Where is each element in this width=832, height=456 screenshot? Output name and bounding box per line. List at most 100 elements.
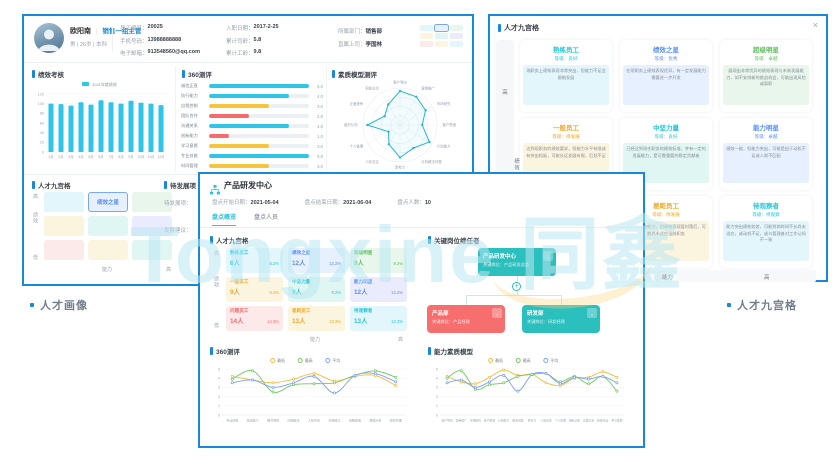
svg-text:最高: 最高 (305, 357, 313, 363)
field-label: 电子邮箱： (120, 51, 148, 57)
mini-grid-cell (420, 41, 433, 47)
svg-text:3: 3 (436, 386, 438, 390)
nine-grid-cell[interactable] (88, 216, 128, 236)
field-value: 5.8 (253, 36, 262, 43)
org-node-subtitle: 关键岗位：产品经理 (432, 319, 470, 324)
grid-y-high-label: 高 (214, 251, 220, 257)
grid-stat-percent: 12.2% (329, 261, 341, 266)
section-accent (498, 24, 501, 32)
svg-text:0: 0 (42, 150, 44, 154)
nine-grid-card: 中坚力量 等级：良好 已经达到现任职务的绩效标准，并有一定的发展能力，是可靠重要的稳… (620, 118, 712, 190)
org-node-product[interactable]: 产品部 关键岗位：产品经理 ˬ (427, 305, 505, 333)
svg-text:120: 120 (38, 92, 44, 96)
grid-stat-card[interactable]: 一般员工 9人 9.2% (226, 277, 283, 302)
eval360-row: 诚信正直 5.0 (181, 81, 323, 91)
divider (200, 227, 643, 228)
talent-portrait-panel: 欧阳南 | 销售一组主管 男 | 26岁 | 本科 员工编号： 20025 手机号码… (22, 14, 474, 286)
svg-text:个人管理: 个人管理 (350, 143, 364, 148)
development-advice-label: 发展建议： (164, 228, 192, 234)
eval360-track (209, 164, 309, 168)
grid-stat-percent: 13.3% (329, 319, 341, 324)
employee-meta: 男 | 26岁 | 本科 (70, 42, 108, 48)
svg-text:80: 80 (40, 112, 44, 116)
svg-text:最低: 最低 (495, 357, 503, 363)
svg-text:2: 2 (218, 395, 220, 399)
grid-stat-percent: 13.3% (391, 319, 403, 324)
grid-stat-percent: 8.2% (269, 261, 279, 266)
tab-people[interactable]: 盘点人员 (254, 215, 279, 221)
section-title-nine-grid: 人才九宫格 (216, 238, 249, 245)
chevron-down-icon[interactable]: ˬ (543, 251, 553, 261)
grid-stat-percent: 12.2% (391, 290, 403, 295)
org-node-rnd[interactable]: 研发部 关键岗位：研发经理 ˬ (522, 305, 600, 333)
eval360-label: 团队合作 (181, 113, 198, 118)
svg-text:客户导向: 客户导向 (393, 80, 407, 85)
grid-stat-card[interactable]: 绩效之星 12人 12.2% (288, 248, 345, 273)
org-expand-icon[interactable]: + (512, 282, 521, 291)
nine-grid-cell[interactable] (44, 192, 84, 212)
svg-text:7月: 7月 (108, 155, 113, 159)
grid-stat-count: 8人 (230, 260, 240, 267)
svg-text:计划能力: 计划能力 (437, 143, 451, 148)
svg-text:营销推广: 营销推广 (421, 85, 435, 90)
grid-stat-card[interactable]: 待观察者 13人 13.3% (350, 306, 407, 331)
grid-stat-percent: 9.2% (331, 290, 341, 295)
person-icon (38, 29, 60, 51)
grid-stat-card[interactable]: 超级明星 9人 9.2% (350, 248, 407, 273)
grid-x-high-label: 高 (398, 337, 404, 343)
grid-stat-card[interactable]: 能力明星 12人 12.2% (350, 277, 407, 302)
nine-grid-cell[interactable]: 绩效之星 (88, 192, 128, 212)
svg-text:0: 0 (436, 413, 438, 417)
section-title-360-line: 360测评 (216, 349, 240, 356)
x-axis-label: 能力 (662, 275, 674, 281)
eval360-bar-list: 诚信正直 5.0 执行能力 4.0 自我控制 3.0 团队合作 2.0 沟通关系 4.0 创新能力 1… (181, 81, 323, 171)
svg-text:积极主动: 积极主动 (365, 85, 379, 90)
close-icon[interactable]: × (812, 20, 818, 30)
eval360-value: 3.0 (317, 103, 323, 109)
section-accent (210, 236, 213, 244)
nine-grid-cell[interactable] (132, 240, 172, 260)
card-grade: 等级：良好 (554, 56, 578, 61)
grid-stat-percent: 14.3% (267, 319, 279, 324)
svg-text:问题解决: 问题解决 (288, 418, 300, 423)
eval360-bar (209, 84, 309, 88)
chevron-down-icon[interactable]: ˬ (587, 308, 597, 318)
nine-grid-cell[interactable] (132, 216, 172, 236)
tab-overview[interactable]: 盘点概览 (212, 212, 237, 226)
mini-grid-cell (434, 24, 449, 32)
org-node-root[interactable]: 产品研发中心 关键岗位：产品研发总监 ˬ (478, 248, 556, 276)
divider (326, 66, 327, 172)
field-value: 2017-2-25 (253, 24, 279, 30)
section-title-360: 360测评 (188, 72, 212, 79)
card-title: 差距员工 (653, 203, 679, 210)
grid-stat-count: 9人 (292, 289, 302, 296)
eval360-row: 沟通关系 4.0 (181, 121, 323, 131)
grid-stat-card[interactable]: 中坚力量 9人 9.2% (288, 277, 345, 302)
eval360-label: 创新能力 (181, 133, 198, 138)
org-connector (466, 295, 561, 296)
chevron-down-icon[interactable]: ˬ (492, 308, 502, 318)
talent-review-panel: 产品研发中心 盘点开始日期：2021-05-04 盘点结束日期：2021-06-0… (198, 172, 645, 448)
grid-stat-card[interactable]: 熟练员工 8人 8.2% (226, 248, 283, 273)
svg-text:0: 0 (218, 413, 220, 417)
svg-text:市场研究: 市场研究 (470, 419, 481, 423)
eval360-value: 3.0 (317, 143, 323, 149)
svg-text:10月: 10月 (138, 155, 145, 159)
nine-grid-cell[interactable] (44, 240, 84, 260)
nine-grid-card: 超级明星 等级：卓越 展现出非常优异的绩效表现与未来发展能力，如不安排新的挑战机会，… (720, 40, 812, 112)
info-column-1: 员工编号： 20025 手机号码： 13988888888 电子邮箱： 913548560… (120, 24, 200, 62)
nine-grid-cell[interactable] (132, 192, 172, 212)
svg-text:客户思维: 客户思维 (443, 122, 457, 127)
section-title-nine-grid: 人才九宫格 (38, 183, 71, 190)
svg-text:个人管理: 个人管理 (555, 419, 566, 423)
grid-stat-card[interactable]: 问题员工 14人 14.3% (226, 306, 283, 331)
nine-grid-cell[interactable] (88, 240, 128, 260)
grid-stat-title: 超级明星 (354, 250, 373, 255)
meta-label: 盘点结束日期： (304, 200, 344, 206)
grid-y-axis-label: 绩效 (32, 212, 38, 224)
nine-grid-cell[interactable] (44, 216, 84, 236)
svg-text:人际交往: 人际交往 (541, 419, 552, 423)
grid-stat-card[interactable]: 差距员工 13人 13.3% (288, 306, 345, 331)
mini-grid-cell (435, 33, 448, 39)
field-label: 手机号码： (120, 38, 148, 45)
